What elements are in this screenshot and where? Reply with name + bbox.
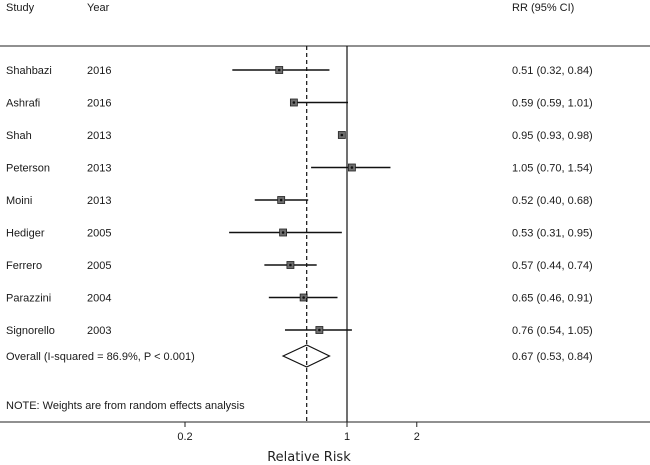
study-rr-label: 0.51 (0.32, 0.84) <box>512 65 593 77</box>
header-rr: RR (95% CI) <box>512 2 574 14</box>
study-row: Shahbazi 2016 0.51 (0.32, 0.84) <box>6 65 593 77</box>
study-year: 2003 <box>87 325 111 337</box>
study-name: Moini <box>6 195 32 207</box>
header-study: Study <box>6 2 35 14</box>
point-estimate-dot <box>279 198 283 202</box>
study-rr-label: 0.52 (0.40, 0.68) <box>512 195 593 207</box>
study-row: Signorello 2003 0.76 (0.54, 1.05) <box>6 325 593 337</box>
study-rr-label: 1.05 (0.70, 1.54) <box>512 163 593 175</box>
point-estimate-dot <box>281 231 285 234</box>
study-name: Shahbazi <box>6 65 52 77</box>
study-year: 2013 <box>87 195 111 207</box>
overall-diamond <box>281 344 331 368</box>
study-year: 2004 <box>87 293 111 305</box>
study-rr-label: 0.95 (0.93, 0.98) <box>512 130 593 142</box>
weights-note: NOTE: Weights are from random effects an… <box>6 400 245 412</box>
study-rr-label: 0.53 (0.31, 0.95) <box>512 228 593 240</box>
study-name: Ferrero <box>6 260 42 272</box>
overall-rr-label: 0.67 (0.53, 0.84) <box>512 351 593 363</box>
x-axis-label: Relative Risk <box>267 450 351 465</box>
study-row: Moini 2013 0.52 (0.40, 0.68) <box>6 195 593 207</box>
study-rr-label: 0.59 (0.59, 1.01) <box>512 98 593 110</box>
point-estimate-dot <box>340 133 344 137</box>
study-rr-label: 0.57 (0.44, 0.74) <box>512 260 593 272</box>
study-name: Parazzini <box>6 293 51 305</box>
study-row: Ashrafi 2016 0.59 (0.59, 1.01) <box>6 98 593 110</box>
header-year: Year <box>87 2 110 14</box>
x-axis-ticks: 0.2 1 2 <box>177 422 420 443</box>
study-rr-label: 0.76 (0.54, 1.05) <box>512 325 593 337</box>
x-tick-label: 0.2 <box>177 431 192 443</box>
study-row: Ferrero 2005 0.57 (0.44, 0.74) <box>6 260 593 272</box>
study-year: 2016 <box>87 98 111 110</box>
study-name: Shah <box>6 130 32 142</box>
overall-label: Overall (I-squared = 86.9%, P < 0.001) <box>6 351 195 363</box>
study-row: Parazzini 2004 0.65 (0.46, 0.91) <box>6 293 593 305</box>
point-estimate-dot <box>292 101 296 104</box>
point-estimate-dot <box>277 68 281 72</box>
study-row: Shah 2013 0.95 (0.93, 0.98) <box>6 130 593 142</box>
study-row: Peterson 2013 1.05 (0.70, 1.54) <box>6 163 593 175</box>
study-year: 2005 <box>87 228 111 240</box>
study-rr-label: 0.65 (0.46, 0.91) <box>512 293 593 305</box>
study-row: Hediger 2005 0.53 (0.31, 0.95) <box>6 228 593 240</box>
point-estimate-dot <box>302 296 305 299</box>
x-tick-label: 1 <box>344 431 350 443</box>
study-year: 2016 <box>87 65 111 77</box>
point-estimate-dot <box>350 166 354 169</box>
study-name: Ashrafi <box>6 98 40 110</box>
study-name: Signorello <box>6 325 55 337</box>
study-name: Hediger <box>6 228 45 240</box>
x-tick-label: 2 <box>414 431 420 443</box>
study-name: Peterson <box>6 163 50 175</box>
study-rows: Shahbazi 2016 0.51 (0.32, 0.84) Ashrafi 2016… <box>6 65 593 337</box>
study-year: 2013 <box>87 130 111 142</box>
study-year: 2005 <box>87 260 111 272</box>
point-estimate-dot <box>318 328 321 332</box>
point-estimate-dot <box>289 263 292 267</box>
study-year: 2013 <box>87 163 111 175</box>
